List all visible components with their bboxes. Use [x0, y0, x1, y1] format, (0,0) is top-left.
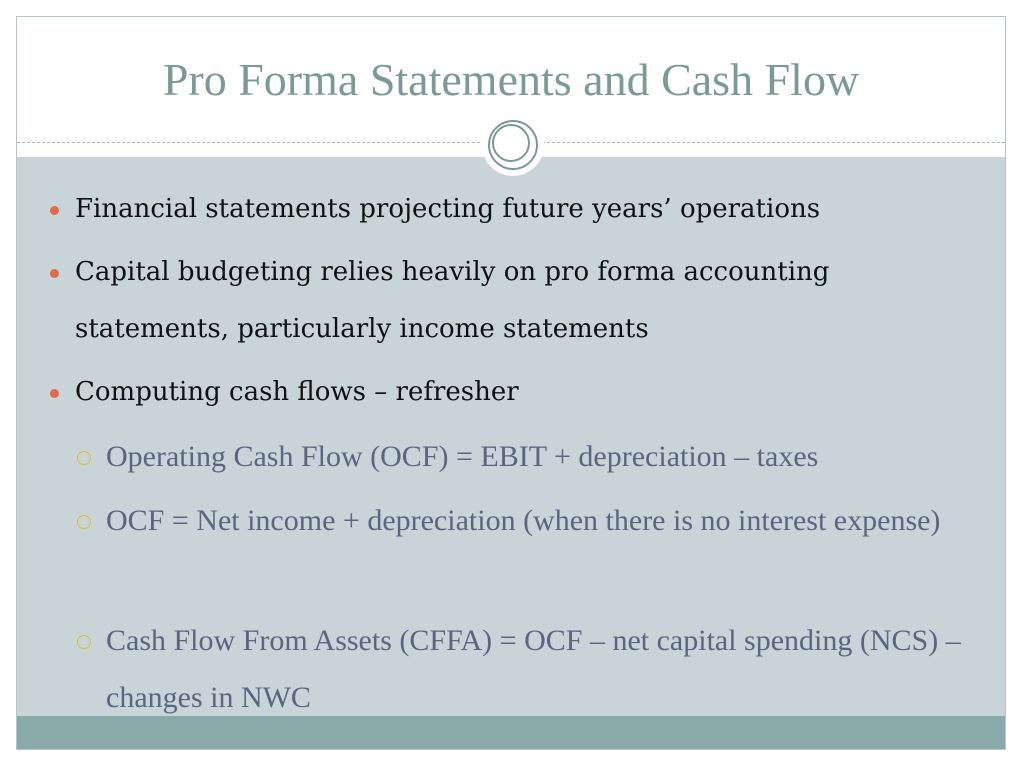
- sub-bullet-item: Cash Flow From Assets (CFFA) = OCF – net…: [77, 612, 966, 726]
- sub-bullet-item: Operating Cash Flow (OCF) = EBIT + depre…: [77, 428, 976, 485]
- bullet-text: Computing cash flows – refresher: [75, 377, 519, 407]
- slide-title: Pro Forma Statements and Cash Flow: [162, 54, 860, 105]
- bullet-text: Financial statements projecting future y…: [75, 194, 821, 224]
- bullet-item: Computing cash flows – refresher: [50, 364, 975, 421]
- bullet-item: Capital budgeting relies heavily on pro …: [50, 244, 875, 358]
- slide-body: Financial statements projecting future y…: [17, 157, 1005, 716]
- circle-bullet-icon: [77, 451, 91, 465]
- slide: Pro Forma Statements and Cash Flow Finan…: [16, 16, 1006, 750]
- slide-footer-band: [17, 716, 1005, 749]
- sub-bullet-text: Operating Cash Flow (OCF) = EBIT + depre…: [106, 440, 819, 473]
- circle-bullet-icon: [77, 635, 91, 649]
- sub-bullet-text: OCF = Net income + depreciation (when th…: [106, 504, 941, 537]
- bullet-dot-icon: [50, 389, 59, 398]
- circle-ornament-icon: [482, 114, 544, 176]
- bullet-text: Capital budgeting relies heavily on pro …: [75, 257, 830, 344]
- bullet-dot-icon: [50, 269, 59, 278]
- bullet-item: Financial statements projecting future y…: [50, 181, 975, 238]
- circle-bullet-icon: [77, 515, 91, 529]
- bullet-dot-icon: [50, 206, 59, 215]
- sub-bullet-text: Cash Flow From Assets (CFFA) = OCF – net…: [106, 624, 961, 714]
- sub-bullet-item: OCF = Net income + depreciation (when th…: [77, 492, 951, 549]
